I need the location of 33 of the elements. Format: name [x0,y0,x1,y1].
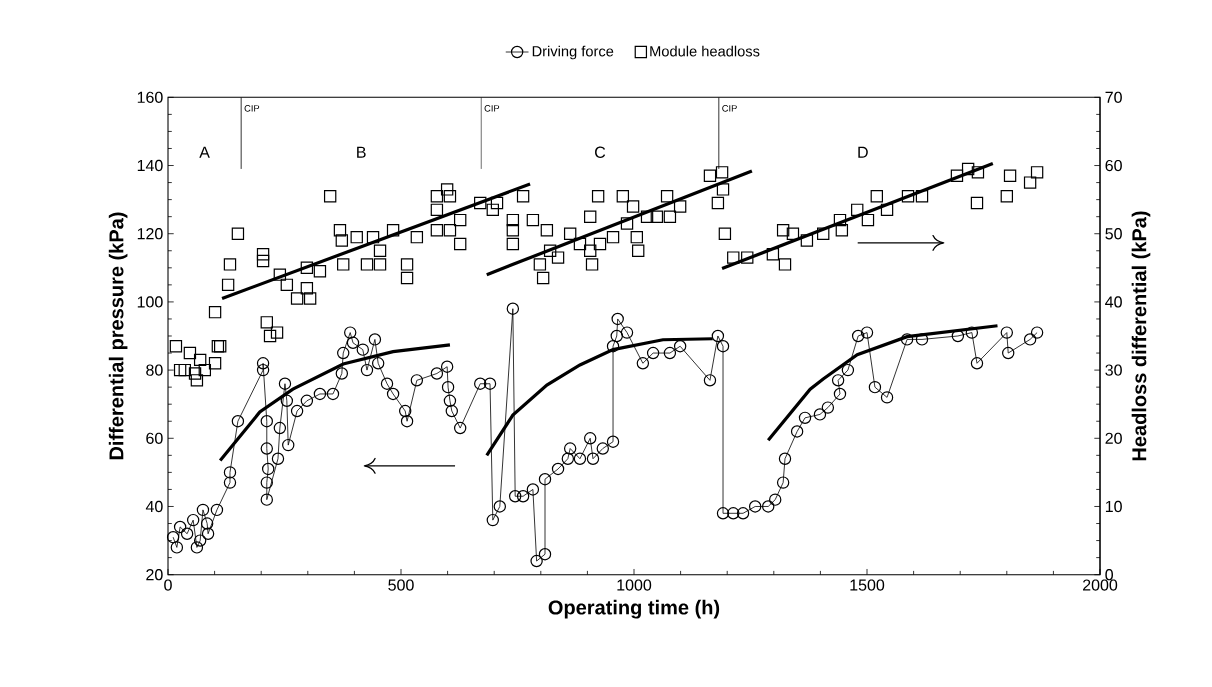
y2-tick-label: 30 [1105,364,1122,376]
x-tick-label: 1500 [850,579,885,591]
y2-tick-label: 60 [1105,160,1122,172]
y-tick-label: 20 [146,569,163,581]
y2-tick-label: 70 [1105,91,1122,104]
x-axis-title: Operating time (h) [548,600,720,619]
annotation: B [357,146,366,158]
annotation: A [199,146,210,158]
y-tick-label: 120 [137,228,163,240]
ref-line-label: CIP [722,105,737,112]
y-tick-label: 140 [137,160,163,172]
y-axis-title: Differential pressure (kPa) [108,212,128,460]
x-tick-label: 2000 [1083,579,1118,591]
y2-tick-label: 0 [1105,569,1114,581]
x-tick-label: 0 [164,579,172,591]
y-tick-label: 60 [146,432,163,445]
legend-label: Module headloss [650,45,760,57]
y2-tick-label: 50 [1105,228,1122,240]
ref-line-label: CIP [244,105,260,112]
legend-label: Driving force [532,45,614,60]
x-tick-label: 500 [388,579,414,591]
x-tick-label: 1000 [617,579,652,591]
y-tick-label: 160 [137,91,163,104]
y2-tick-label: 10 [1105,500,1122,513]
y-tick-label: 80 [146,364,163,376]
y2-tick-label: 20 [1105,432,1122,445]
y-tick-label: 40 [145,500,163,513]
annotation: C [595,146,606,159]
ref-line-label: CIP [484,105,500,112]
y2-axis-title: Headloss differential (kPa) [1131,211,1151,461]
y-tick-label: 100 [137,296,163,308]
y2-tick-label: 40 [1105,296,1122,308]
annotation: D [858,146,868,158]
